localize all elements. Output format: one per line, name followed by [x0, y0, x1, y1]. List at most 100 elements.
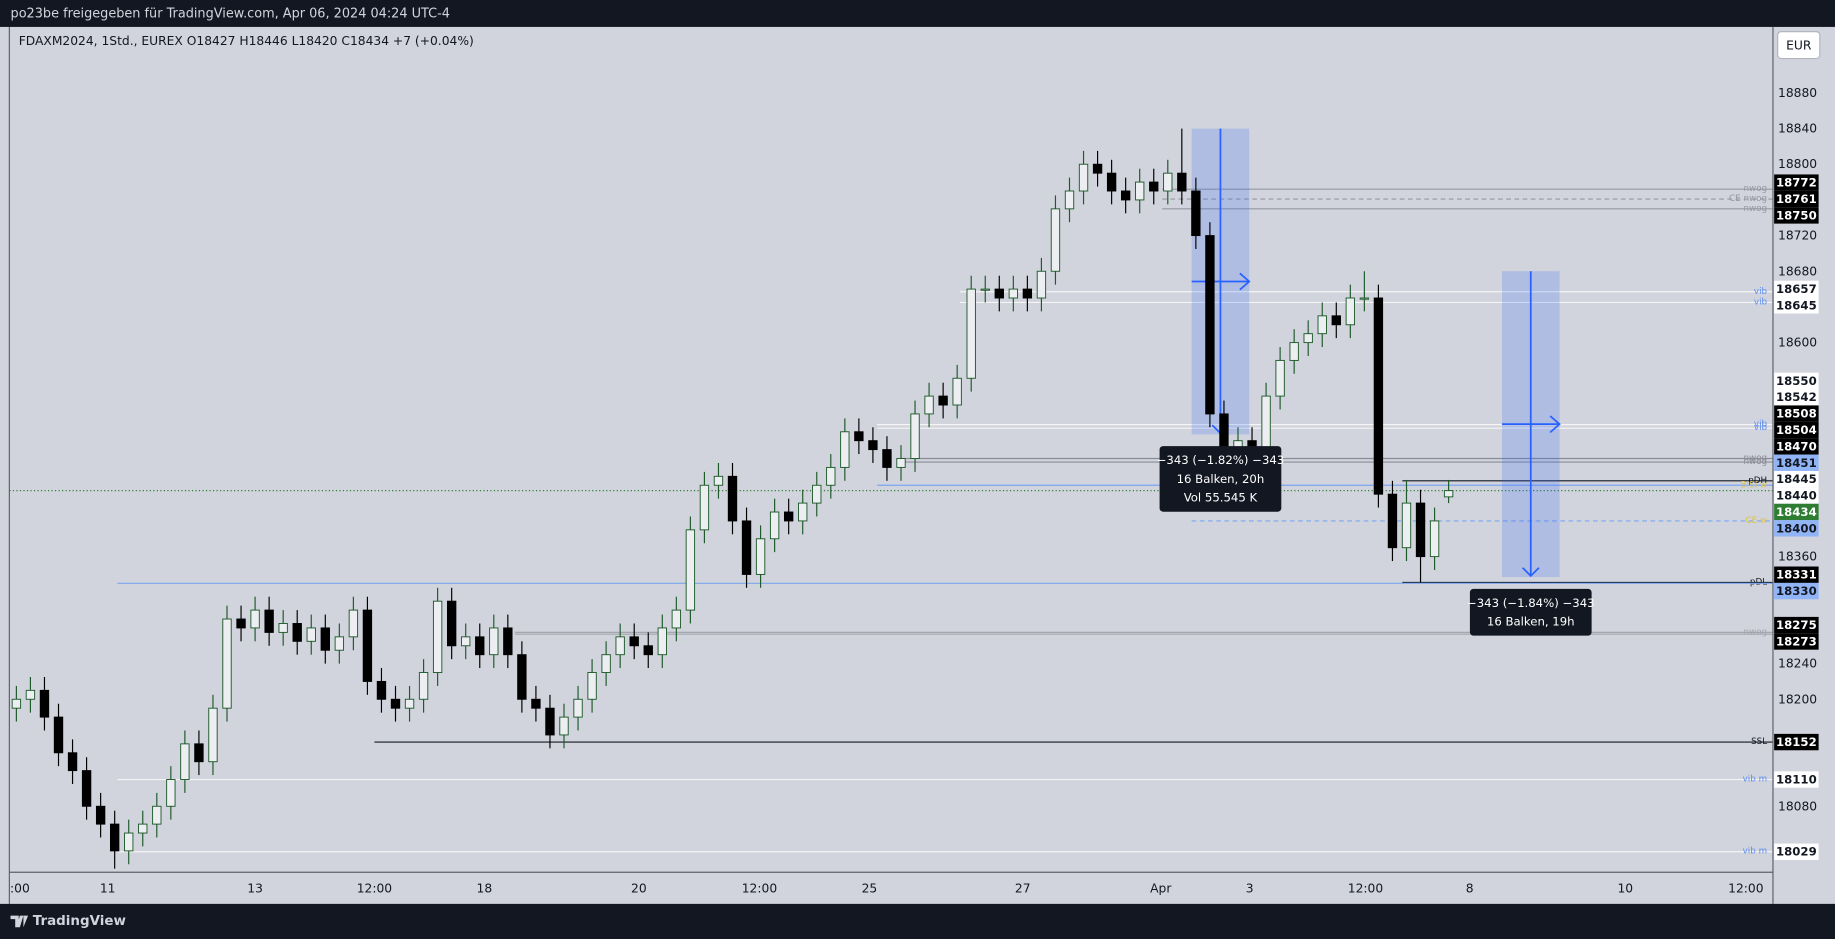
candle-body	[1120, 190, 1131, 201]
price-label: 18445	[1776, 472, 1817, 486]
candle-body	[1135, 181, 1145, 201]
measure-tooltip-text: −343 (−1.84%) −343	[1467, 596, 1595, 610]
candle-body	[362, 609, 373, 682]
candle-body	[446, 600, 457, 647]
candle-body	[1106, 172, 1117, 192]
x-tick-label: 12:00	[357, 882, 392, 896]
level-label: pDL	[1750, 577, 1767, 587]
tooltips-layer: −343 (−1.82%) −343 16 Balken, 20h Vol 55.5…	[1157, 446, 1595, 636]
candle-body	[896, 458, 906, 468]
price-label-box	[1774, 582, 1819, 600]
candle-body	[643, 645, 653, 656]
price-label-box	[1774, 389, 1819, 406]
price-label-box	[1774, 280, 1819, 298]
candle-body	[489, 627, 499, 656]
price-label-box	[1774, 454, 1819, 471]
price-label: 18331	[1776, 568, 1817, 582]
measure-tooltip-text: −343 (−1.82%) −343	[1157, 453, 1285, 467]
price-label-box	[1774, 843, 1819, 860]
measure-tooltip-text: Vol 55.545 K	[1184, 491, 1258, 505]
level-label: CE w	[1746, 516, 1768, 526]
measure-arrowhead-h	[1239, 272, 1251, 291]
candle-body	[1036, 270, 1047, 299]
y-tick-label: 18600	[1778, 336, 1817, 350]
price-label: 18504	[1776, 423, 1817, 437]
share-text: po23be freigegeben für TradingView.com, …	[11, 7, 450, 22]
x-tick-label: 25	[862, 882, 878, 896]
candle-body	[601, 654, 611, 673]
price-label: 18400	[1776, 521, 1817, 535]
price-label: 18542	[1776, 390, 1817, 404]
measure-tooltip-text: 16 Balken, 19h	[1487, 615, 1575, 629]
candle-body	[461, 636, 471, 647]
price-label-box	[1774, 487, 1819, 504]
price-label: 18110	[1776, 773, 1817, 787]
candle-body	[1205, 235, 1215, 415]
candle-body	[432, 600, 443, 673]
price-label-box	[1774, 633, 1819, 650]
measure-tooltip-text: 16 Balken, 20h	[1177, 472, 1265, 486]
price-label: 18657	[1776, 282, 1817, 296]
price-label-box	[1774, 207, 1819, 224]
candle-body	[1275, 359, 1285, 397]
y-tick-label: 18840	[1778, 122, 1817, 136]
candle-body	[1359, 297, 1370, 300]
y-tick-label: 18800	[1778, 157, 1817, 171]
price-label: 18508	[1776, 407, 1817, 421]
candle-body	[1331, 315, 1341, 326]
x-tick-label: 13	[247, 882, 263, 896]
y-tick-label: 18720	[1778, 229, 1817, 243]
level-label: nwog	[1743, 454, 1767, 464]
level-label: pDH	[1748, 476, 1767, 486]
level-label: vib m	[1743, 775, 1768, 785]
y-tick-label: 18080	[1778, 799, 1817, 813]
candle-body	[657, 627, 667, 656]
y-tick-label: 18680	[1778, 264, 1817, 278]
candle-body	[292, 623, 302, 642]
candle-body	[334, 636, 345, 651]
candle-body	[573, 698, 583, 718]
brand-logo	[10, 915, 29, 928]
candle-body	[1008, 288, 1019, 299]
candle-body	[208, 707, 218, 763]
currency-box[interactable]	[1777, 31, 1821, 60]
y-tick-label: 18360	[1778, 550, 1817, 564]
x-tick-label: 3	[1246, 882, 1254, 896]
top-bar	[0, 0, 1835, 27]
level-label: nwog	[1743, 204, 1767, 214]
price-label: 18451	[1776, 456, 1817, 470]
price-label: 18470	[1776, 439, 1817, 453]
price-label-box	[1774, 566, 1819, 583]
candle-body	[1387, 493, 1398, 549]
level-label: nwog	[1743, 627, 1767, 637]
candle-body	[1050, 208, 1061, 272]
candle-body	[615, 636, 625, 656]
x-tick-label: 10	[1617, 882, 1633, 896]
candle-body	[531, 698, 541, 709]
candle-body	[278, 623, 288, 633]
bottom-bar	[0, 903, 1835, 939]
candle-body	[250, 609, 260, 629]
candle-body	[545, 707, 555, 736]
price-label: 18275	[1776, 618, 1817, 632]
price-label-box	[1774, 372, 1819, 390]
candle-body	[264, 609, 274, 633]
candle-body	[67, 752, 78, 772]
price-label-box	[1774, 520, 1819, 537]
price-label-box	[1774, 503, 1819, 521]
candle-body	[924, 395, 934, 415]
candle-body	[418, 672, 429, 700]
candle-body	[559, 716, 569, 736]
candle-body	[475, 636, 485, 656]
candle-body	[1443, 490, 1454, 498]
price-label: 18772	[1776, 176, 1817, 190]
candle-body	[124, 832, 134, 852]
candle-body	[1177, 172, 1187, 192]
currency-label[interactable]: EUR	[1786, 39, 1812, 53]
price-label-box	[1774, 438, 1819, 455]
candle-body	[1149, 181, 1159, 192]
